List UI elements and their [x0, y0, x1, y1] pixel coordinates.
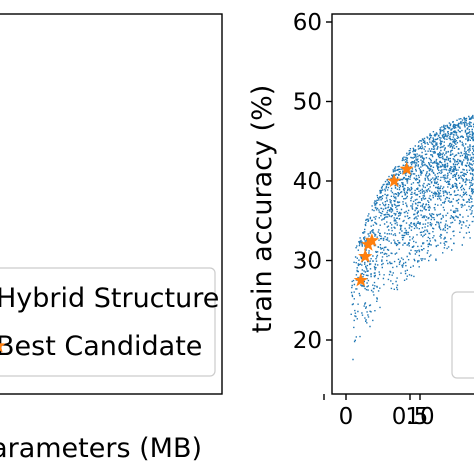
right-best-candidate-star	[358, 249, 373, 263]
legend: Hybrid Structure Best Candidate	[0, 267, 219, 377]
right-y-ticks: 20 30 40 50 60	[293, 10, 332, 354]
left-x-tick-label: 0.5	[392, 404, 429, 430]
right-best-candidate-star	[353, 272, 368, 287]
legend-best-star	[0, 343, 6, 353]
right-x-ticks: 0 10	[339, 394, 435, 430]
right-best-candidate-star	[387, 173, 402, 188]
right-best-candidate-star	[361, 237, 376, 251]
right-y-tick-label: 60	[293, 10, 322, 36]
right-y-tick-label: 40	[293, 169, 322, 195]
left-x-axis-label: Parameters (MB)	[0, 433, 202, 464]
legend-box	[0, 267, 216, 377]
right-y-tick-label: 20	[293, 328, 322, 354]
right-marks	[353, 161, 414, 287]
right-y-tick-label: 30	[293, 249, 322, 275]
left-panel: 0.50.60.7 Parameters (MB) Hybrid Structu…	[0, 13, 429, 464]
left-x-ticks: 0.50.60.7	[323, 394, 429, 430]
legend-label-hybrid: Hybrid Structure	[0, 283, 219, 314]
right-best-candidate-star	[364, 233, 379, 247]
right-scatter-cloud	[350, 114, 474, 361]
right-x-tick-label: 0	[339, 404, 354, 430]
right-x-tick-label: 10	[405, 404, 434, 430]
right-best-candidate-star	[399, 161, 414, 176]
right-panel: 20 30 40 50 60 0 10 train accuracy (%)	[247, 10, 474, 430]
right-legend-box	[451, 291, 474, 379]
right-y-axis-label: train accuracy (%)	[247, 85, 278, 334]
legend-label-best: Best Candidate	[0, 331, 202, 362]
right-hybrid-structure-points	[350, 114, 474, 361]
right-y-tick-label: 50	[293, 90, 322, 116]
